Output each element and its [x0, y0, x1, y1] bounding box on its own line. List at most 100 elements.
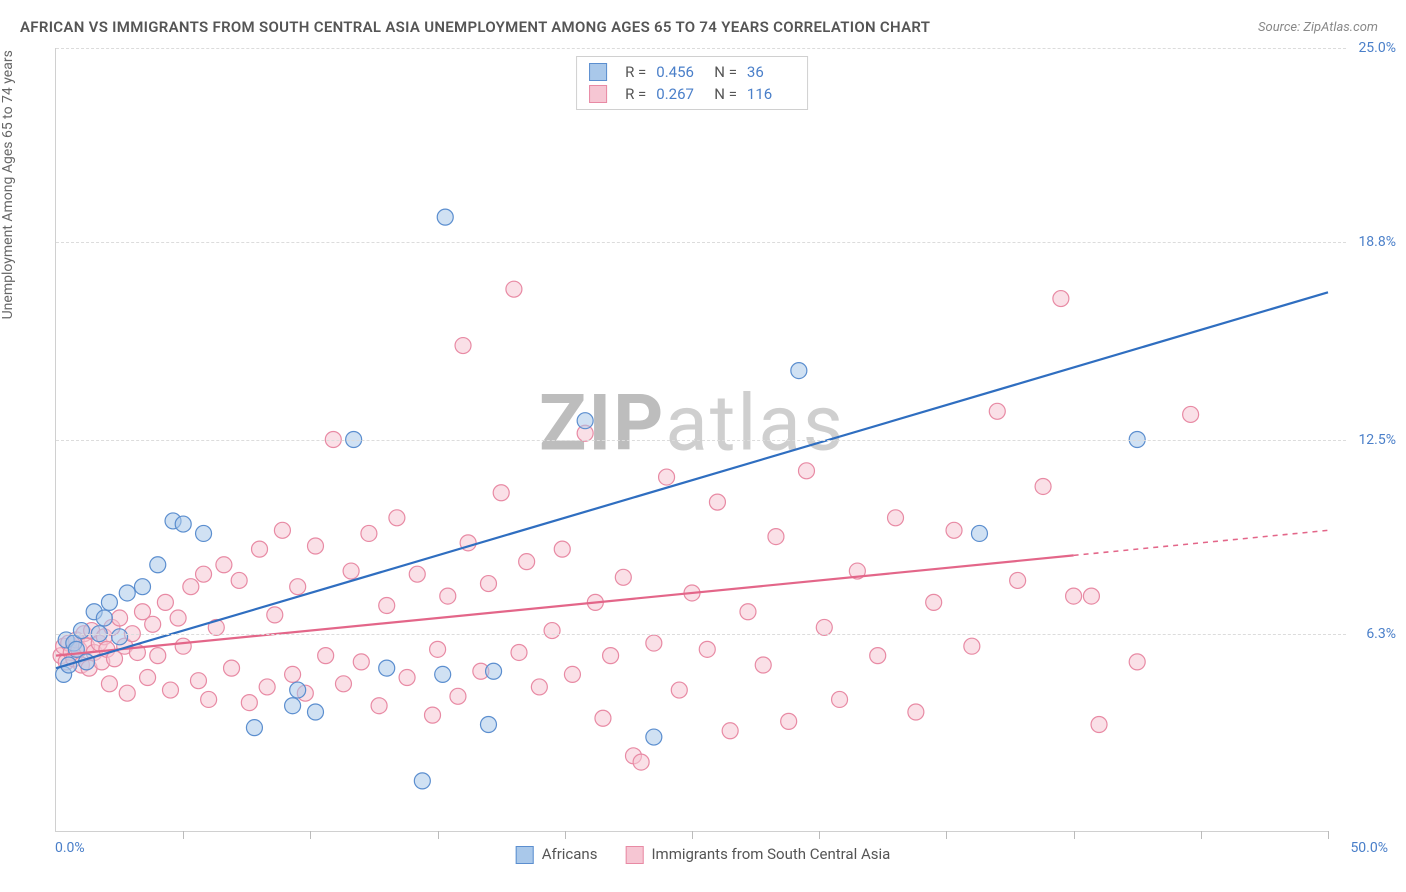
- data-point: [659, 469, 675, 485]
- data-point: [544, 623, 560, 639]
- legend-label: Immigrants from South Central Asia: [651, 845, 890, 863]
- stat-r-value: 0.456: [656, 63, 704, 81]
- data-point: [196, 525, 212, 541]
- data-point: [361, 525, 377, 541]
- data-point: [791, 363, 807, 379]
- data-point: [435, 666, 451, 682]
- data-point: [832, 691, 848, 707]
- legend-item: Immigrants from South Central Asia: [625, 845, 890, 864]
- x-tick: [946, 831, 947, 839]
- correlation-chart: AFRICAN VS IMMIGRANTS FROM SOUTH CENTRAL…: [0, 0, 1406, 892]
- data-point: [252, 541, 268, 557]
- data-point: [307, 538, 323, 554]
- stat-n-value: 36: [747, 63, 795, 81]
- legend-swatch: [589, 63, 607, 81]
- data-point: [399, 670, 415, 686]
- data-point: [493, 485, 509, 501]
- data-point: [162, 682, 178, 698]
- data-point: [335, 676, 351, 692]
- chart-title: AFRICAN VS IMMIGRANTS FROM SOUTH CENTRAL…: [20, 18, 930, 36]
- data-point: [480, 576, 496, 592]
- data-point: [615, 569, 631, 585]
- data-point: [430, 641, 446, 657]
- data-point: [175, 516, 191, 532]
- data-point: [699, 641, 715, 657]
- stat-r-label: R =: [625, 85, 646, 103]
- data-point: [157, 594, 173, 610]
- data-point: [603, 648, 619, 664]
- data-point: [554, 541, 570, 557]
- data-point: [740, 604, 756, 620]
- x-tick: [1074, 831, 1075, 839]
- legend-swatch: [589, 85, 607, 103]
- x-tick: [1328, 831, 1329, 839]
- data-point: [246, 720, 262, 736]
- plot-area: ZIPatlas R =0.456N =36R =0.267N =116 6.3…: [55, 48, 1328, 832]
- stat-n-label: N =: [714, 85, 737, 103]
- data-point: [371, 698, 387, 714]
- series-legend: Africans Immigrants from South Central As…: [516, 845, 891, 864]
- data-point: [150, 557, 166, 573]
- x-tick: [819, 831, 820, 839]
- data-point: [1083, 588, 1099, 604]
- data-point: [480, 717, 496, 733]
- data-point: [307, 704, 323, 720]
- data-point: [577, 413, 593, 429]
- data-point: [971, 525, 987, 541]
- data-point: [926, 594, 942, 610]
- y-tick-label: 6.3%: [1366, 626, 1396, 642]
- x-tick: [438, 831, 439, 839]
- data-point: [414, 773, 430, 789]
- grid-line: [56, 242, 1346, 243]
- stats-legend-row: R =0.267N =116: [589, 83, 795, 105]
- data-point: [888, 510, 904, 526]
- data-point: [506, 281, 522, 297]
- data-point: [1035, 478, 1051, 494]
- data-point: [409, 566, 425, 582]
- data-point: [96, 610, 112, 626]
- data-point: [112, 629, 128, 645]
- data-point: [196, 566, 212, 582]
- data-point: [201, 691, 217, 707]
- data-point: [1091, 717, 1107, 733]
- data-point: [259, 679, 275, 695]
- data-point: [709, 494, 725, 510]
- data-point: [318, 648, 334, 664]
- stats-legend-row: R =0.456N =36: [589, 61, 795, 83]
- x-tick: [1201, 831, 1202, 839]
- source-label: Source: ZipAtlas.com: [1258, 20, 1378, 35]
- data-point: [768, 529, 784, 545]
- data-point: [633, 754, 649, 770]
- trend-line: [56, 292, 1328, 668]
- y-tick-label: 18.8%: [1358, 234, 1396, 250]
- data-point: [519, 554, 535, 570]
- legend-label: Africans: [542, 845, 598, 863]
- data-point: [343, 563, 359, 579]
- data-point: [781, 713, 797, 729]
- data-point: [134, 579, 150, 595]
- data-point: [73, 623, 89, 639]
- data-point: [274, 522, 290, 538]
- data-point: [511, 644, 527, 660]
- data-point: [671, 682, 687, 698]
- data-point: [1053, 291, 1069, 307]
- y-tick-label: 12.5%: [1358, 432, 1396, 448]
- x-tick: [565, 831, 566, 839]
- data-point: [646, 729, 662, 745]
- data-point: [722, 723, 738, 739]
- data-point: [1010, 572, 1026, 588]
- data-point: [870, 648, 886, 664]
- stats-legend: R = 0.456 N = 36 R =0.267N =116: [576, 56, 808, 110]
- data-point: [150, 648, 166, 664]
- data-point: [964, 638, 980, 654]
- data-point: [101, 676, 117, 692]
- data-point: [646, 635, 662, 651]
- data-point: [231, 572, 247, 588]
- data-point: [170, 610, 186, 626]
- legend-swatch: [625, 846, 643, 864]
- data-point: [437, 209, 453, 225]
- data-point: [1129, 654, 1145, 670]
- grid-line: [56, 48, 1346, 49]
- data-point: [389, 510, 405, 526]
- stat-n-label: N =: [714, 63, 737, 81]
